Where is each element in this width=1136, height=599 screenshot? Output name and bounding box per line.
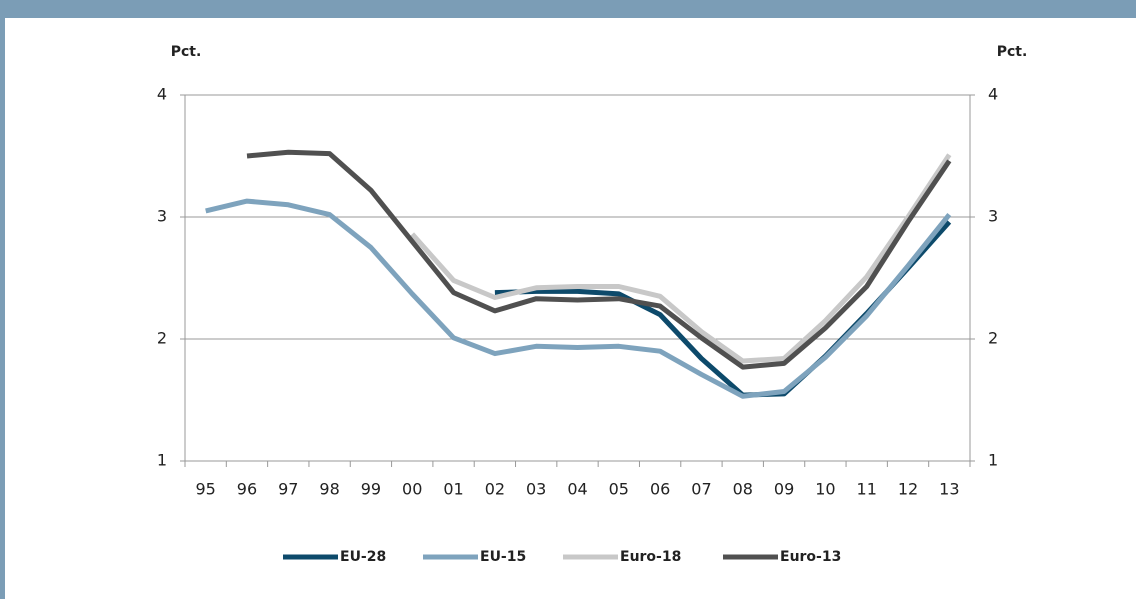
x-tick-label: 07 [691,480,711,499]
x-tick-label: 02 [485,480,505,499]
line-series [205,198,952,399]
x-tick-label: 01 [443,480,463,499]
x-tick-label: 95 [195,480,215,499]
x-tick-label: 11 [857,480,877,499]
x-tick-label: 03 [526,480,546,499]
x-tick-label: 10 [815,480,835,499]
x-tick-label: 08 [733,480,753,499]
x-tick-label: 98 [319,480,339,499]
y2-tick-label: 1 [988,451,998,470]
legend-label: Euro-18 [620,549,681,565]
x-tick-label: 99 [361,480,381,499]
x-tick-label: 96 [237,480,257,499]
legend-label: EU-28 [340,549,386,565]
y-tick-label: 4 [157,85,167,104]
x-tick-label: 97 [278,480,298,499]
y-axis-label: Pct. [171,44,202,60]
y-tick-label: 3 [157,207,167,226]
x-tick-label: 00 [402,480,422,499]
legend-label: EU-15 [480,549,526,565]
y-tick-label: 1 [157,451,167,470]
line-series [494,220,952,398]
x-tick-label: 06 [650,480,670,499]
left-border [0,18,5,599]
x-tick-label: 05 [609,480,629,499]
x-tick-label: 13 [939,480,959,499]
line-series [410,153,952,364]
y2-tick-label: 3 [988,207,998,226]
x-tick-label: 12 [898,480,918,499]
y2-tick-label: 2 [988,329,998,348]
y2-tick-label: 4 [988,85,998,104]
line-series [246,149,952,370]
y2-axis-label: Pct. [997,44,1028,60]
legend-label: Euro-13 [780,549,841,565]
y-tick-label: 2 [157,329,167,348]
x-tick-label: 04 [567,480,587,499]
x-tick-label: 09 [774,480,794,499]
header-band [0,0,1136,18]
